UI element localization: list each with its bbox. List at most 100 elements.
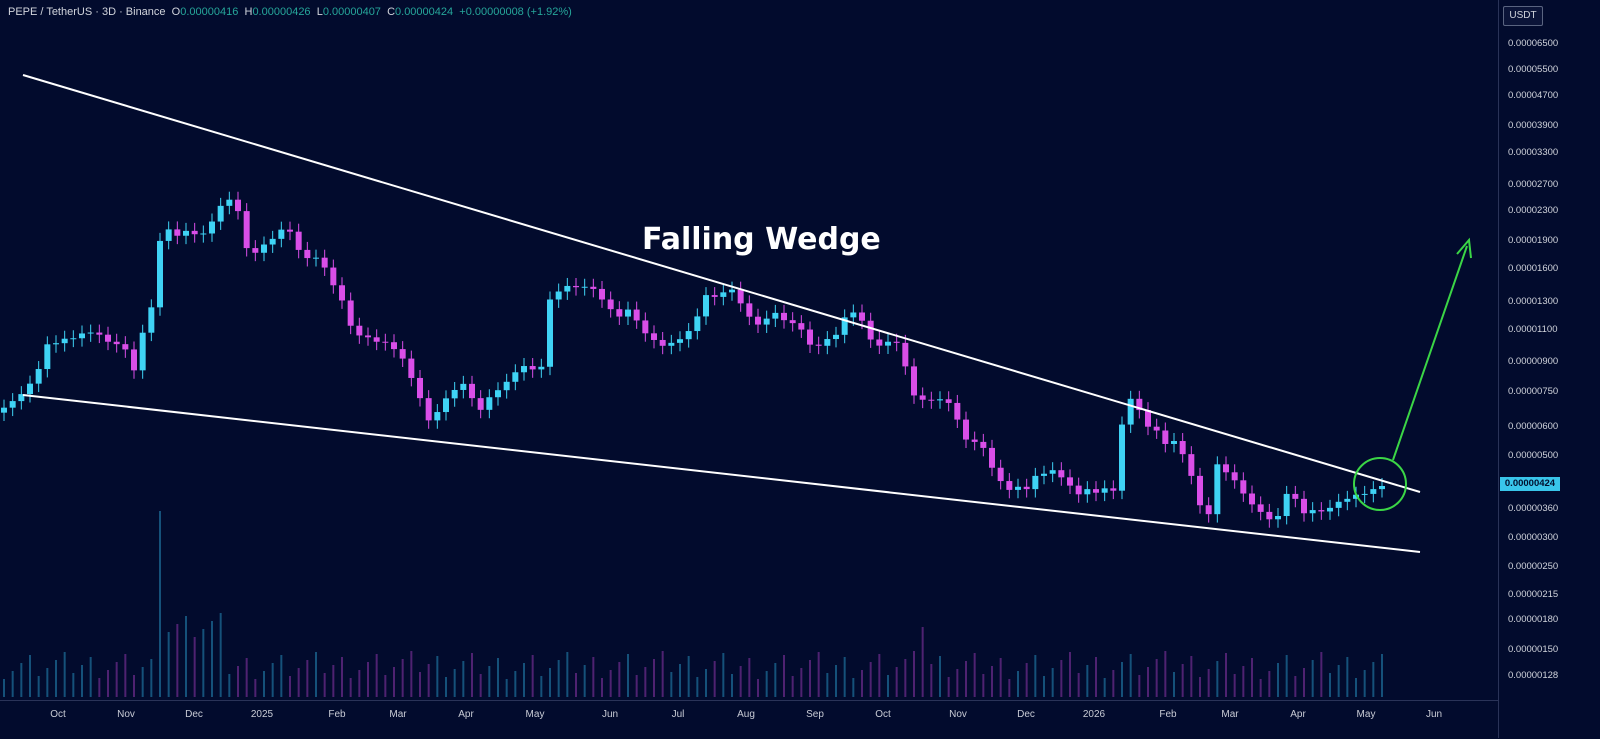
candle-body bbox=[1301, 498, 1307, 514]
volume-bar bbox=[748, 658, 751, 697]
candle-body bbox=[893, 341, 900, 343]
volume-bar bbox=[930, 664, 933, 697]
open-value: 0.00000416 bbox=[180, 6, 239, 18]
candle-body bbox=[313, 257, 319, 259]
candle-body bbox=[321, 257, 328, 268]
volume-bar bbox=[315, 652, 317, 697]
volume-bar bbox=[1233, 674, 1236, 697]
candle-body bbox=[564, 285, 571, 292]
price-tick-label: 0.00006500 bbox=[1508, 38, 1559, 49]
candle-body bbox=[1327, 507, 1333, 512]
candle-body bbox=[486, 397, 493, 410]
volume-bar bbox=[1155, 659, 1158, 697]
volume-bar bbox=[323, 673, 326, 697]
price-tick-label: 0.00000150 bbox=[1508, 644, 1559, 655]
volume-bar bbox=[63, 652, 66, 697]
volume-bar bbox=[895, 667, 898, 697]
candle-body bbox=[243, 211, 250, 249]
volume-bar bbox=[367, 662, 369, 697]
volume-bar bbox=[887, 675, 889, 697]
candle-body bbox=[1266, 511, 1273, 520]
price-axis[interactable] bbox=[1498, 0, 1600, 738]
volume-bar bbox=[375, 654, 378, 697]
price-tick-label: 0.00003300 bbox=[1508, 147, 1559, 158]
candle-body bbox=[642, 320, 649, 334]
candle-body bbox=[148, 307, 155, 333]
time-tick-label: Nov bbox=[117, 709, 135, 720]
volume-bar bbox=[713, 661, 716, 697]
price-tick-label: 0.00003900 bbox=[1508, 120, 1559, 131]
candle-body bbox=[122, 344, 129, 350]
open-label: O bbox=[171, 6, 181, 18]
candle-body bbox=[1101, 488, 1108, 493]
volume-bar bbox=[783, 655, 785, 697]
candle-body bbox=[677, 339, 683, 343]
volume-bar bbox=[245, 658, 248, 697]
volume-bar bbox=[757, 679, 759, 697]
arrow-head bbox=[1456, 237, 1472, 259]
candle-body bbox=[538, 366, 545, 370]
candle-body bbox=[1127, 398, 1134, 425]
candle-body bbox=[581, 286, 588, 288]
candle-body bbox=[1205, 505, 1212, 515]
candle-body bbox=[1153, 426, 1160, 431]
time-axis[interactable] bbox=[0, 700, 1498, 739]
candle-body bbox=[1093, 489, 1099, 493]
currency-button[interactable]: USDT bbox=[1503, 6, 1543, 26]
volume-bar bbox=[1164, 651, 1167, 697]
candle-body bbox=[945, 399, 952, 403]
candle-body bbox=[867, 320, 874, 340]
volume-bar bbox=[627, 654, 629, 697]
volume-bar bbox=[1069, 652, 1071, 697]
candle-body bbox=[1292, 493, 1299, 499]
candle-body bbox=[1119, 424, 1125, 491]
candle-body bbox=[885, 341, 891, 346]
volume-bar bbox=[237, 666, 239, 697]
symbol-name[interactable]: PEPE / TetherUS · 3D · Binance bbox=[8, 6, 166, 18]
candle-body bbox=[53, 343, 59, 345]
candle-body bbox=[434, 412, 441, 421]
candle-body bbox=[555, 291, 562, 300]
volume-bar bbox=[514, 671, 517, 697]
candle-body bbox=[477, 398, 484, 410]
volume-bar bbox=[947, 677, 950, 697]
candle-body bbox=[261, 244, 267, 253]
volume-bar bbox=[488, 666, 491, 697]
time-tick-label: Jun bbox=[1425, 709, 1443, 720]
volume-bar bbox=[1181, 664, 1184, 697]
lower-trendline bbox=[22, 394, 1421, 553]
candle-body bbox=[1335, 501, 1342, 508]
volume-bar bbox=[410, 651, 413, 697]
volume-bar bbox=[1346, 657, 1349, 697]
time-tick-label: Mar bbox=[389, 709, 407, 720]
candle-body bbox=[694, 316, 701, 332]
time-tick-label: Oct bbox=[50, 709, 66, 720]
candle-body bbox=[87, 332, 94, 334]
candle-body bbox=[495, 390, 501, 398]
candle-body bbox=[659, 339, 666, 346]
upper-trendline bbox=[22, 74, 1421, 493]
candle-body bbox=[425, 398, 432, 421]
candle-body bbox=[729, 289, 735, 293]
price-tick-label: 0.00000600 bbox=[1508, 421, 1559, 432]
candle-body bbox=[1145, 410, 1151, 427]
candle-body bbox=[850, 312, 857, 318]
candle-body bbox=[590, 286, 597, 289]
time-tick-label: Oct bbox=[875, 709, 891, 720]
volume-bar bbox=[739, 666, 742, 697]
volume-bar bbox=[531, 655, 534, 697]
volume-bar bbox=[479, 674, 482, 697]
candle-body bbox=[165, 229, 172, 241]
price-tick-label: 0.00005500 bbox=[1508, 64, 1559, 75]
volume-bar bbox=[705, 669, 707, 697]
price-tick-label: 0.00000250 bbox=[1508, 561, 1559, 572]
price-chart[interactable] bbox=[0, 0, 1498, 700]
volume-bar bbox=[956, 669, 959, 697]
candle-body bbox=[928, 399, 935, 401]
volume-bar bbox=[1277, 663, 1279, 697]
symbol-legend: PEPE / TetherUS · 3D · Binance O0.000004… bbox=[8, 6, 572, 18]
candle-body bbox=[1067, 477, 1073, 486]
candle-body bbox=[625, 309, 631, 317]
candle-body bbox=[807, 329, 813, 345]
candle-body bbox=[174, 229, 181, 236]
